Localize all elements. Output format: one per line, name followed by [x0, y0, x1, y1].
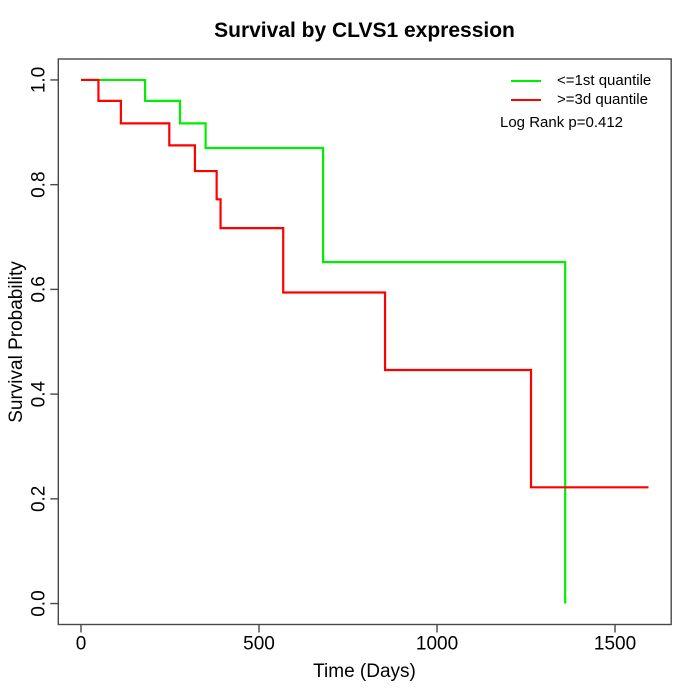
legend-entry-third-quantile: >=3d quantile — [500, 90, 651, 109]
legend-line-red — [511, 98, 541, 101]
y-tick-label: 0.0 — [28, 590, 49, 616]
y-tick-label: 1.0 — [28, 67, 49, 93]
x-tick-label: 1500 — [594, 634, 636, 655]
logrank-annotation: Log Rank p=0.412 — [500, 114, 624, 131]
x-tick-label: 1000 — [416, 634, 458, 655]
x-axis-label: Time (Days) — [313, 661, 416, 682]
x-tick-label: 500 — [243, 634, 275, 655]
y-tick-label: 0.4 — [28, 380, 49, 407]
y-tick-label: 0.6 — [28, 276, 49, 302]
legend-entry-first-quantile: <=1st quantile — [500, 71, 651, 90]
survival-curve-green — [81, 78, 567, 604]
y-tick-label: 0.8 — [28, 171, 49, 197]
y-axis-label: Survival Probability — [6, 261, 27, 423]
legend: <=1st quantile >=3d quantile Log Rank p=… — [500, 71, 651, 131]
chart-title: Survival by CLVS1 expression — [214, 19, 515, 42]
x-tick-label: 0 — [76, 634, 87, 655]
plot-box — [57, 58, 672, 626]
y-tick-label: 0.2 — [28, 486, 49, 512]
legend-label-red: >=3d quantile — [557, 91, 648, 108]
survival-curve-red — [81, 78, 649, 489]
legend-line-green — [511, 79, 541, 82]
legend-label-green: <=1st quantile — [557, 72, 652, 89]
